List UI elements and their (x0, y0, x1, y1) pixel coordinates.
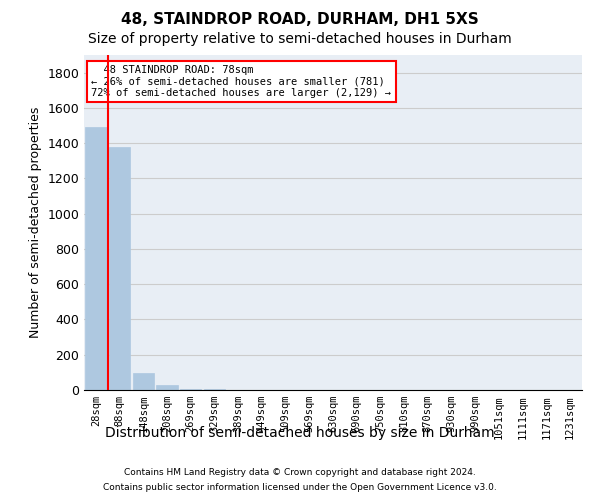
Text: 48, STAINDROP ROAD, DURHAM, DH1 5XS: 48, STAINDROP ROAD, DURHAM, DH1 5XS (121, 12, 479, 28)
Bar (180, 389, 202, 390)
Text: Distribution of semi-detached houses by size in Durham: Distribution of semi-detached houses by … (105, 426, 495, 440)
Bar (157, 384, 178, 390)
Text: Contains HM Land Registry data © Crown copyright and database right 2024.: Contains HM Land Registry data © Crown c… (124, 468, 476, 477)
Bar (85, 128, 107, 390)
Text: Size of property relative to semi-detached houses in Durham: Size of property relative to semi-detach… (88, 32, 512, 46)
Text: Contains public sector information licensed under the Open Government Licence v3: Contains public sector information licen… (103, 483, 497, 492)
Bar (109, 146, 130, 390)
Y-axis label: Number of semi-detached properties: Number of semi-detached properties (29, 107, 42, 338)
Bar (133, 373, 154, 390)
Text: 48 STAINDROP ROAD: 78sqm
← 26% of semi-detached houses are smaller (781)
72% of : 48 STAINDROP ROAD: 78sqm ← 26% of semi-d… (91, 65, 391, 98)
